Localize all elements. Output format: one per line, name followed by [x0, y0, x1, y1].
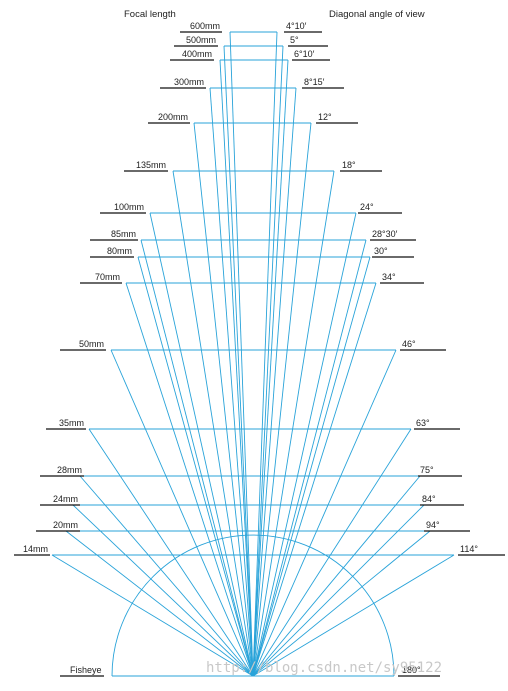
- focal-label-135mm: 135mm: [136, 160, 166, 170]
- focal-label-24mm: 24mm: [53, 494, 78, 504]
- focal-label-50mm: 50mm: [79, 339, 104, 349]
- ray-right-200mm: [252, 122, 312, 677]
- watermark: http://blog.csdn.net/sy95122: [206, 660, 442, 676]
- focal-label-500mm: 500mm: [186, 35, 216, 45]
- ray-right-35mm: [252, 428, 412, 677]
- ray-right-20mm: [252, 530, 431, 677]
- ray-left-20mm: [65, 530, 254, 677]
- ray-left-85mm: [140, 239, 254, 677]
- ray-left-300mm: [209, 87, 254, 677]
- angle-label-200mm: 12°: [318, 112, 332, 122]
- focal-label-400mm: 400mm: [182, 49, 212, 59]
- ray-right-70mm: [252, 282, 377, 677]
- ray-left-80mm: [137, 256, 254, 677]
- ray-right-80mm: [252, 256, 371, 677]
- angle-label-100mm: 24°: [360, 202, 374, 212]
- ray-left-135mm: [172, 170, 254, 677]
- angle-label-70mm: 34°: [382, 272, 396, 282]
- ray-lines: [51, 31, 455, 677]
- ray-right-14mm: [252, 554, 455, 677]
- angle-label-80mm: 30°: [374, 246, 388, 256]
- angle-label-400mm: 6°10′: [294, 49, 315, 59]
- angle-label-135mm: 18°: [342, 160, 356, 170]
- focal-label-300mm: 300mm: [174, 77, 204, 87]
- ray-right-24mm: [252, 504, 425, 677]
- angle-label-28mm: 75°: [420, 465, 434, 475]
- ray-right-500mm: [252, 45, 284, 677]
- focal-label-80mm: 80mm: [107, 246, 132, 256]
- angle-label-600mm: 4°10′: [286, 21, 307, 31]
- focal-label-70mm: 70mm: [95, 272, 120, 282]
- ray-right-85mm: [252, 239, 367, 677]
- ray-left-14mm: [51, 554, 254, 677]
- ray-left-400mm: [219, 59, 254, 677]
- ray-left-200mm: [193, 122, 254, 677]
- angle-label-14mm: 114°: [460, 544, 478, 554]
- focal-label-28mm: 28mm: [57, 465, 82, 475]
- ray-right-600mm: [252, 31, 278, 677]
- ray-right-50mm: [252, 349, 397, 677]
- ray-left-35mm: [88, 428, 254, 677]
- focal-label-20mm: 20mm: [53, 520, 78, 530]
- ray-left-70mm: [125, 282, 254, 677]
- lens-labels: 600mm 4°10′ 500mm 5° 400mm 6°10′ 300mm 8°15′ 200…: [14, 21, 505, 677]
- focal-label-600mm: 600mm: [190, 21, 220, 31]
- ray-left-100mm: [149, 212, 254, 677]
- angle-label-50mm: 46°: [402, 339, 416, 349]
- angle-label-fisheye: 180°: [402, 665, 421, 675]
- ray-right-300mm: [252, 87, 297, 677]
- ray-right-28mm: [252, 475, 421, 677]
- ray-right-400mm: [252, 59, 289, 677]
- ray-left-24mm: [72, 504, 254, 677]
- focal-label-85mm: 85mm: [111, 229, 136, 239]
- ray-left-50mm: [110, 349, 254, 677]
- angle-label-35mm: 63°: [416, 418, 430, 428]
- focal-label-100mm: 100mm: [114, 202, 144, 212]
- angle-of-view-title: Diagonal angle of view: [329, 9, 425, 20]
- ray-right-135mm: [252, 170, 335, 677]
- focal-label-14mm: 14mm: [23, 544, 48, 554]
- ray-left-500mm: [223, 45, 254, 677]
- ray-right-100mm: [252, 212, 357, 677]
- angle-label-300mm: 8°15′: [304, 77, 325, 87]
- fisheye-arc: [111, 534, 395, 677]
- focal-label-200mm: 200mm: [158, 112, 188, 122]
- angle-label-85mm: 28°30′: [372, 229, 398, 239]
- angle-label-500mm: 5°: [290, 35, 299, 45]
- angle-label-24mm: 84°: [422, 494, 436, 504]
- focal-label-fisheye: Fisheye: [70, 665, 102, 675]
- focal-label-35mm: 35mm: [59, 418, 84, 428]
- angle-label-20mm: 94°: [426, 520, 440, 530]
- ray-left-28mm: [79, 475, 254, 677]
- ray-left-600mm: [229, 31, 254, 677]
- focal-length-title: Focal length: [124, 9, 176, 20]
